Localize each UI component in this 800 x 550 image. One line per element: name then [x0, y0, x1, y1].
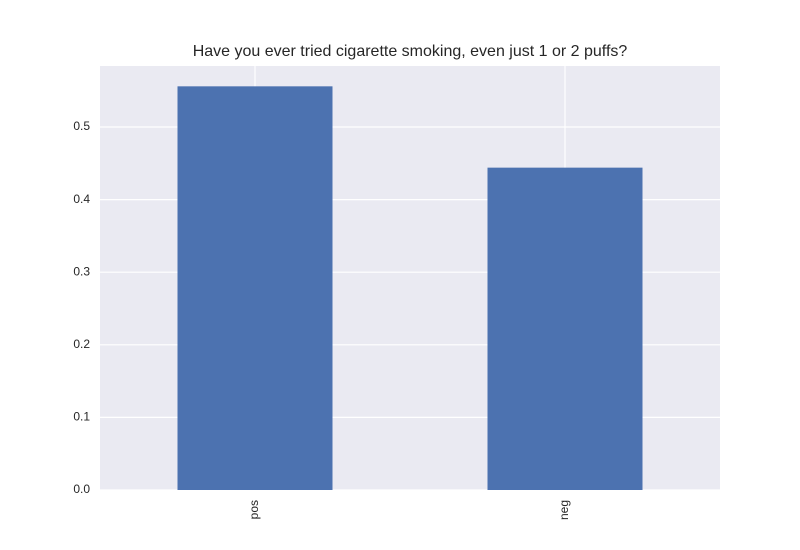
y-tick-label: 0.4: [73, 192, 90, 206]
bar: [487, 167, 643, 490]
y-tick-label: 0.2: [73, 337, 90, 351]
y-tick-label: 0.5: [73, 119, 90, 133]
bar: [177, 86, 333, 490]
y-tick-label: 0.3: [73, 264, 90, 278]
x-tick-label: pos: [247, 500, 261, 519]
chart-title: Have you ever tried cigarette smoking, e…: [193, 43, 628, 60]
y-tick-label: 0.1: [73, 410, 90, 424]
x-tick-label: neg: [557, 500, 571, 520]
y-tick-label: 0.0: [73, 482, 90, 496]
